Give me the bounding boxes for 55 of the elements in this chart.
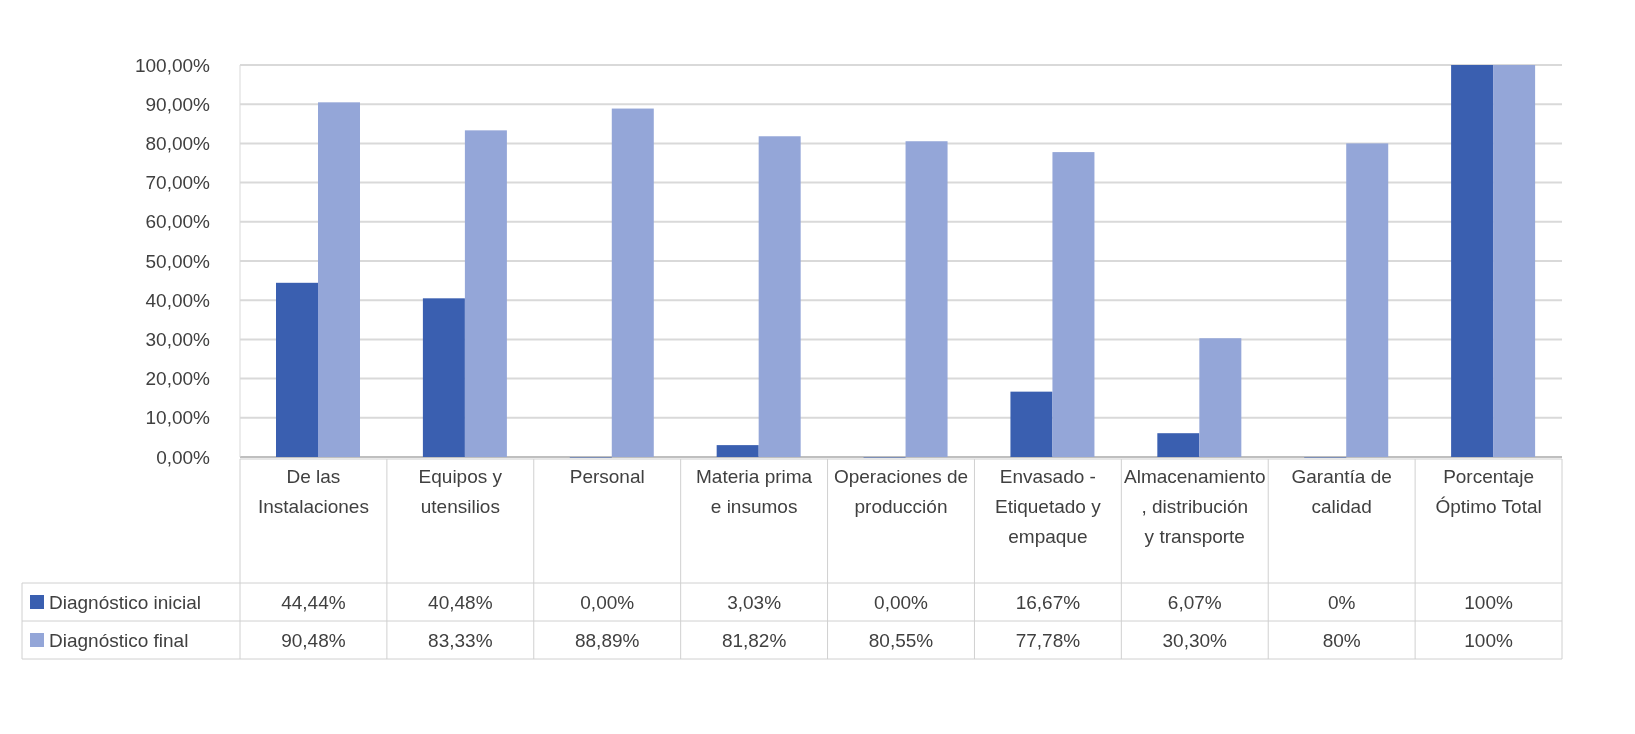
y-tick-label: 30,00% xyxy=(145,329,211,351)
y-tick-label: 40,00% xyxy=(145,289,211,311)
x-tick-label: Operaciones de producción xyxy=(833,466,969,517)
x-tick-label: Equipos y utensilios xyxy=(418,466,503,517)
bar xyxy=(1199,338,1242,457)
bar xyxy=(1010,391,1053,457)
bar xyxy=(905,141,948,457)
bar xyxy=(1493,65,1536,457)
data-label: 0% xyxy=(1327,591,1356,613)
x-tick-label: Almacenamiento , distribución y transporte xyxy=(1124,466,1266,547)
bar xyxy=(318,102,360,457)
bar xyxy=(1052,152,1095,457)
data-label: 44,44% xyxy=(281,591,346,613)
y-tick-label: 80,00% xyxy=(145,133,211,155)
x-tick-label: Porcentaje Óptimo Total xyxy=(1435,466,1542,517)
bar xyxy=(611,108,654,457)
data-label: 0,00% xyxy=(874,591,929,613)
y-tick-label: 100,00% xyxy=(134,54,211,76)
x-tick-label: Personal xyxy=(569,466,645,487)
data-label: 40,48% xyxy=(428,591,493,613)
bar xyxy=(1346,143,1389,457)
bar xyxy=(716,445,759,457)
data-label: 81,82% xyxy=(721,629,787,651)
data-label: 83,33% xyxy=(428,629,493,651)
x-tick-label: De las Instalaciones xyxy=(257,466,369,517)
bar xyxy=(422,298,465,457)
data-label: 16,67% xyxy=(1015,591,1081,613)
data-label: 80,55% xyxy=(868,629,934,651)
y-tick-label: 0,00% xyxy=(156,446,211,468)
data-label: 30,30% xyxy=(1162,629,1228,651)
data-label: 3,03% xyxy=(727,591,782,613)
x-tick-label: Materia prima e insumos xyxy=(696,466,813,517)
data-label: 100% xyxy=(1464,591,1513,613)
bar xyxy=(276,282,318,457)
y-tick-label: 50,00% xyxy=(145,250,211,272)
bar xyxy=(1157,433,1200,457)
x-tick-label: Garantía de calidad xyxy=(1291,466,1392,517)
y-tick-label: 20,00% xyxy=(145,368,211,390)
bar xyxy=(758,136,801,457)
y-tick-label: 10,00% xyxy=(145,407,211,429)
data-label: 88,89% xyxy=(575,629,640,651)
y-tick-label: 60,00% xyxy=(145,211,211,233)
legend-label: Diagnóstico final xyxy=(49,629,189,651)
data-label: 80% xyxy=(1322,629,1361,651)
data-label: 100% xyxy=(1464,629,1513,651)
data-label: 6,07% xyxy=(1167,591,1222,613)
data-label: 90,48% xyxy=(281,629,346,651)
legend-label: Diagnóstico inicial xyxy=(49,591,202,613)
data-label: 77,78% xyxy=(1015,629,1081,651)
x-tick-label: Envasado - Etiquetado y empaque xyxy=(995,466,1102,547)
bar xyxy=(1451,65,1494,457)
y-tick-label: 70,00% xyxy=(145,172,211,194)
data-label: 0,00% xyxy=(580,591,635,613)
y-tick-label: 90,00% xyxy=(145,93,211,115)
bar xyxy=(464,130,507,457)
